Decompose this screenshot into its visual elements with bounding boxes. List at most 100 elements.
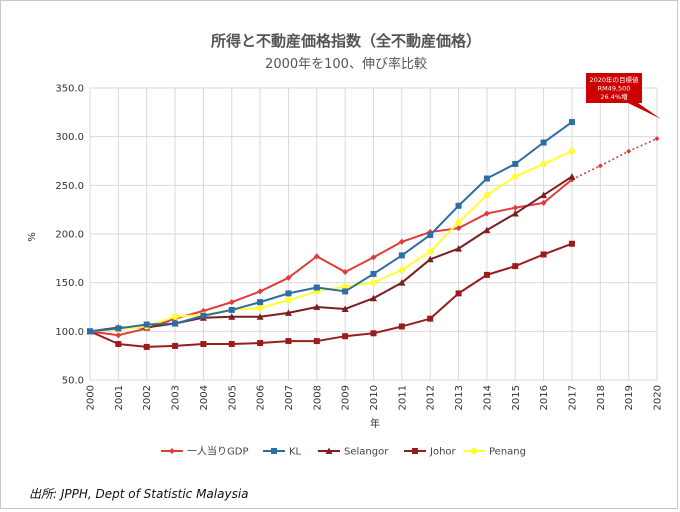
legend: 一人当りGDP KL Selangor Johor Penang	[161, 445, 526, 458]
data-point	[200, 340, 207, 347]
y-tick-label: 100.0	[55, 327, 84, 338]
data-point	[483, 226, 491, 234]
data-point	[512, 160, 519, 167]
data-point	[342, 288, 349, 295]
x-axis: 2000 2001 2002 2003 2004 2005 2006 2007 2008 2009…	[86, 385, 664, 410]
x-tick-label: 2000	[86, 385, 97, 410]
data-point	[540, 139, 547, 146]
data-point	[370, 270, 377, 277]
data-point	[342, 333, 349, 340]
data-point	[143, 321, 150, 328]
x-tick-label: 2014	[482, 385, 493, 410]
x-tick-label: 2019	[624, 385, 635, 410]
data-point	[171, 313, 179, 320]
legend-item: KL	[263, 447, 302, 458]
data-point	[512, 173, 519, 180]
data-point	[426, 255, 434, 263]
data-point	[313, 284, 320, 291]
x-tick-label: 2018	[596, 385, 607, 410]
data-point	[256, 313, 264, 320]
data-point	[257, 299, 264, 306]
data-point	[427, 231, 434, 238]
x-tick-label: 2004	[199, 385, 210, 410]
y-axis: 50.0 100.0 150.0 200.0 250.0 300.0 350.0	[55, 84, 84, 387]
x-tick-label: 2003	[171, 385, 182, 410]
data-point	[398, 323, 405, 330]
data-point	[455, 225, 462, 232]
x-tick-label: 2009	[341, 385, 352, 410]
y-tick-label: 150.0	[55, 278, 84, 289]
data-point	[568, 173, 576, 180]
series-layer	[86, 119, 660, 350]
legend-item: Penang	[463, 447, 526, 458]
x-tick-label: 2008	[312, 385, 323, 410]
series-line	[89, 175, 573, 333]
data-point	[455, 219, 462, 226]
data-point	[511, 210, 519, 217]
x-tick-label: 2013	[454, 385, 465, 410]
data-point	[342, 268, 349, 275]
data-point	[398, 266, 406, 274]
legend-swatch-marker	[470, 447, 478, 455]
data-point	[398, 252, 405, 259]
projection-point	[654, 136, 660, 142]
x-tick-label: 2007	[284, 385, 295, 410]
x-tick-label: 2005	[227, 385, 238, 410]
data-point	[483, 271, 490, 278]
data-point	[285, 290, 292, 297]
data-point	[427, 315, 434, 322]
data-point	[313, 338, 320, 345]
data-point	[398, 238, 405, 245]
data-point	[313, 303, 321, 310]
data-point	[256, 304, 264, 312]
data-point	[115, 340, 122, 347]
y-tick-label: 350.0	[55, 84, 84, 95]
x-tick-label: 2002	[142, 385, 153, 410]
legend-label: 一人当りGDP	[187, 445, 248, 458]
callout-line: 2020年の目標値	[589, 75, 639, 84]
x-tick-label: 2012	[426, 385, 437, 410]
series-KL	[87, 119, 575, 335]
data-point	[540, 199, 547, 206]
series-line	[89, 178, 573, 337]
y-tick-label: 200.0	[55, 230, 84, 241]
projection-point	[597, 163, 603, 169]
data-point	[285, 296, 292, 304]
data-point	[540, 191, 548, 199]
data-point	[341, 305, 349, 312]
legend-swatch-marker	[412, 448, 418, 454]
x-tick-label: 2001	[114, 385, 125, 410]
callout-pointer	[628, 103, 661, 119]
data-point	[341, 283, 349, 290]
data-point	[143, 343, 150, 350]
chart-subtitle: 2000年を100、伸び率比較	[265, 56, 427, 72]
source-note: 出所: JPPH, Dept of Statistic Malaysia	[29, 487, 249, 501]
data-point	[540, 251, 547, 258]
callout-box	[586, 73, 642, 103]
callout-line: RM49,500	[598, 85, 631, 93]
data-point	[370, 279, 377, 286]
data-point	[370, 254, 377, 261]
data-point	[455, 245, 463, 252]
data-point	[455, 202, 462, 209]
series-Selangor	[86, 173, 576, 335]
data-point	[398, 279, 406, 286]
data-point	[568, 240, 575, 247]
data-point	[172, 320, 179, 327]
x-tick-label: 2017	[567, 385, 578, 410]
data-point	[313, 253, 320, 260]
data-point	[285, 338, 292, 345]
data-point	[540, 160, 547, 168]
x-tick-label: 2006	[256, 385, 267, 410]
data-point	[228, 306, 235, 313]
series-一人当りGDP	[87, 176, 575, 339]
series-Penang	[86, 148, 576, 335]
data-point	[257, 340, 264, 347]
data-point	[483, 210, 490, 217]
data-point	[512, 204, 519, 211]
x-tick-label: 2020	[653, 385, 664, 410]
data-point	[228, 340, 235, 347]
legend-swatch-marker	[325, 447, 333, 454]
